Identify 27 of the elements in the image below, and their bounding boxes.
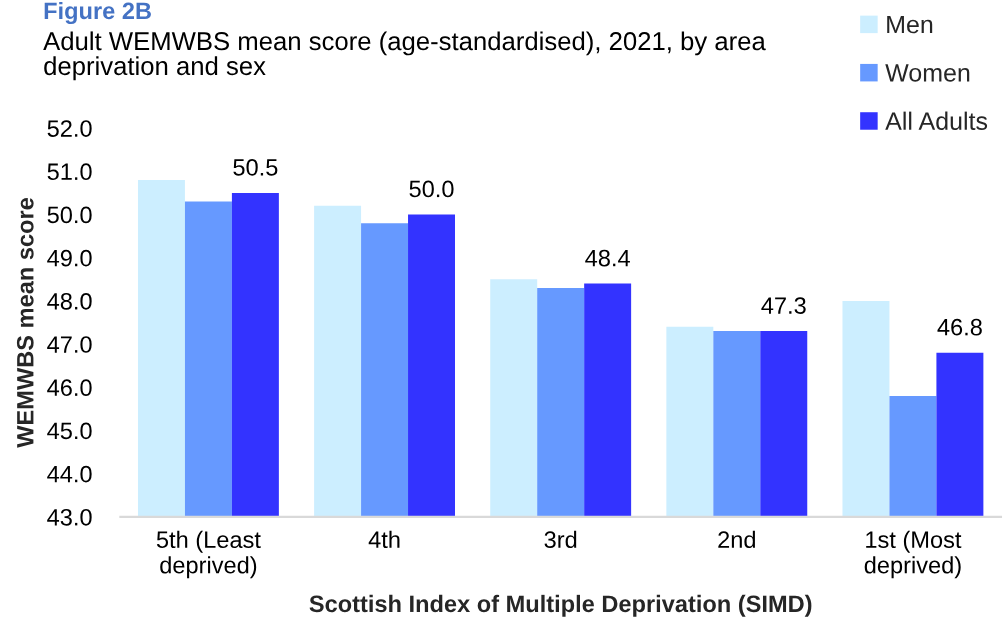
y-tick-label: 43.0 bbox=[47, 508, 92, 526]
chart-title: Figure 2B bbox=[44, 1, 151, 24]
data-label: 50.5 bbox=[233, 159, 278, 176]
y-tick-label: 50.0 bbox=[47, 206, 92, 224]
x-tick-label: 5th (Least deprived) bbox=[156, 530, 261, 579]
y-tick-label: 45.0 bbox=[47, 422, 92, 440]
legend-label: Men bbox=[887, 15, 933, 34]
y-tick-label: 51.0 bbox=[47, 163, 92, 181]
x-tick-label: 4th bbox=[368, 530, 400, 549]
x-axis-title: Scottish Index of Multiple Deprivation (SIMD) bbox=[309, 594, 812, 617]
legend-label: Women bbox=[885, 64, 970, 82]
y-tick-label: 47.0 bbox=[47, 336, 92, 353]
data-label: 50.0 bbox=[409, 180, 454, 198]
data-label: 48.4 bbox=[585, 249, 630, 267]
y-tick-label: 44.0 bbox=[47, 465, 92, 483]
legend-label: All Adults bbox=[885, 111, 988, 130]
y-tick-label: 49.0 bbox=[47, 249, 92, 267]
y-axis-title: WEMWBS mean score bbox=[16, 197, 34, 448]
y-tick-label: 52.0 bbox=[47, 120, 92, 137]
x-tick-label: 1st (Most deprived) bbox=[864, 530, 962, 579]
x-tick-label: 3rd bbox=[544, 530, 577, 549]
data-label: 46.8 bbox=[937, 318, 982, 336]
chart-subtitle: Adult WEMWBS mean score (age-standardised), 2021, by area deprivation and sex bbox=[43, 31, 766, 81]
y-tick-label: 46.0 bbox=[47, 379, 92, 397]
data-label: 47.3 bbox=[761, 297, 806, 314]
y-tick-label: 48.0 bbox=[47, 292, 92, 310]
x-tick-label: 2nd bbox=[718, 530, 755, 549]
